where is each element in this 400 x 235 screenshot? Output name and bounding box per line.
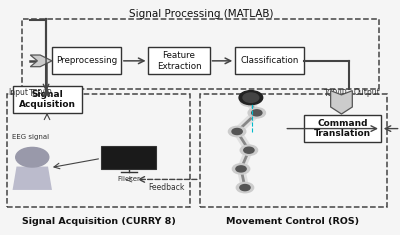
Circle shape xyxy=(248,108,266,118)
Circle shape xyxy=(232,164,250,174)
Circle shape xyxy=(252,110,262,116)
Circle shape xyxy=(232,129,242,135)
Text: Movement Control (ROS): Movement Control (ROS) xyxy=(226,217,360,226)
Bar xyxy=(7,94,190,208)
Text: Preprocessing: Preprocessing xyxy=(56,56,117,65)
Text: Command
Translation: Command Translation xyxy=(314,119,371,138)
Text: <: < xyxy=(124,174,133,184)
Circle shape xyxy=(240,184,250,191)
Circle shape xyxy=(240,96,258,106)
Bar xyxy=(52,47,121,74)
Circle shape xyxy=(240,145,258,155)
Text: TCP/IP: TCP/IP xyxy=(29,88,53,98)
Polygon shape xyxy=(331,91,352,114)
Bar xyxy=(12,86,82,113)
Bar xyxy=(200,94,387,208)
Circle shape xyxy=(239,91,263,105)
Text: Signal Processing (MATLAB): Signal Processing (MATLAB) xyxy=(129,8,274,19)
Text: Signal Acquisition (CURRY 8): Signal Acquisition (CURRY 8) xyxy=(22,217,175,226)
Bar xyxy=(148,47,210,74)
Bar xyxy=(235,47,304,74)
Circle shape xyxy=(228,126,246,137)
Polygon shape xyxy=(30,55,52,67)
Bar xyxy=(304,115,381,142)
Text: Flicker: Flicker xyxy=(117,176,140,182)
Circle shape xyxy=(244,98,254,104)
Text: TCP/IP: TCP/IP xyxy=(324,88,347,98)
Text: Feedback: Feedback xyxy=(148,183,184,192)
Text: EEG signal: EEG signal xyxy=(12,134,49,140)
Polygon shape xyxy=(12,167,52,190)
Bar xyxy=(22,19,379,90)
Circle shape xyxy=(236,166,246,172)
Circle shape xyxy=(16,147,49,167)
Text: Signal
Acquisition: Signal Acquisition xyxy=(18,90,76,109)
Circle shape xyxy=(244,147,254,153)
Circle shape xyxy=(243,93,259,102)
Text: Input: Input xyxy=(8,88,28,98)
Text: Classification: Classification xyxy=(240,56,299,65)
Circle shape xyxy=(236,182,254,193)
Text: Output: Output xyxy=(353,88,380,98)
Bar xyxy=(101,145,156,169)
Text: Feature
Extraction: Feature Extraction xyxy=(157,51,201,70)
